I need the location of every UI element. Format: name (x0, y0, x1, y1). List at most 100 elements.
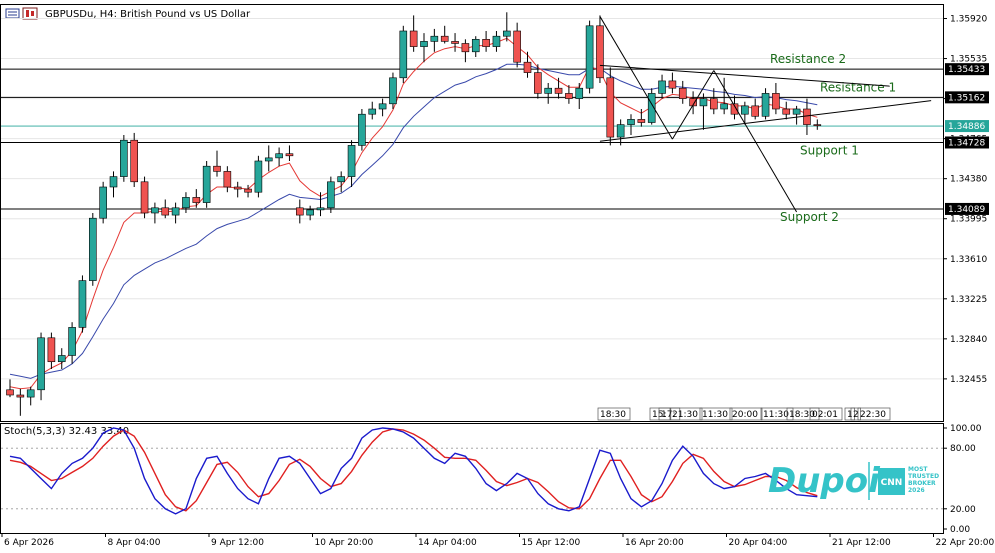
svg-text:21:30: 21:30 (672, 410, 698, 420)
trendline-4[interactable] (713, 70, 798, 213)
candle-63 (658, 74, 666, 99)
candle-53 (554, 77, 563, 99)
scroll-label-5: 20:00 (729, 407, 763, 421)
svg-text:17:: 17: (661, 410, 675, 420)
candle-73 (761, 88, 770, 120)
candle-24 (254, 155, 263, 198)
candle-42 (440, 25, 449, 44)
price-tag-4: 1.34089 (945, 202, 989, 215)
cnn-badge (878, 468, 905, 495)
trendline-0[interactable] (599, 64, 890, 87)
svg-text:02:01: 02:01 (812, 410, 838, 420)
svg-text:18:30: 18:30 (600, 410, 626, 420)
price-tag-0: 1.35433 (945, 63, 989, 76)
candle-64 (668, 72, 677, 94)
time-label-5: 15 Apr 12:00 (522, 538, 581, 548)
svg-text:2: 2 (853, 410, 859, 420)
stoch-signal-line (9, 428, 818, 512)
candle-20 (213, 150, 221, 177)
stoch-main-line (9, 427, 818, 515)
candle-54 (565, 85, 573, 104)
level-label-2: Support 1 (800, 143, 859, 157)
scroll-label-3: 21:30 (669, 407, 703, 421)
candle-51 (534, 64, 542, 99)
svg-text:22:30: 22:30 (860, 410, 886, 420)
candle-8 (89, 213, 97, 286)
candle-5 (57, 348, 66, 369)
candle-6 (68, 322, 76, 364)
candle-72 (751, 98, 760, 120)
time-label-7: 20 Apr 04:00 (729, 538, 788, 548)
candle-68 (709, 88, 718, 115)
svg-text:1.34886: 1.34886 (948, 122, 985, 132)
price-tag-1: 1.35162 (945, 91, 989, 104)
svg-text:1.35433: 1.35433 (948, 65, 985, 75)
candle-23 (244, 184, 252, 198)
candle-29 (306, 205, 314, 221)
candle-59 (616, 119, 625, 146)
candle-25 (264, 145, 273, 172)
price-tick-label-4: 1.34380 (950, 175, 987, 185)
candle-43 (451, 33, 459, 52)
candle-3 (37, 332, 45, 401)
candle-40 (420, 33, 428, 63)
candle-45 (471, 36, 480, 57)
time-scroll-labels: 18:30 15:17:21:30 11:30 20:00 11:30 18:3002:0… (597, 407, 891, 421)
candle-18 (192, 189, 201, 208)
candle-44 (461, 39, 470, 63)
candle-67 (699, 93, 708, 130)
svg-text:11:30: 11:30 (702, 410, 728, 420)
candle-12 (130, 132, 138, 187)
candle-76 (792, 105, 801, 125)
candle-70 (730, 95, 739, 120)
symbol-title: GBPUSDu, H4: British Pound vs US Dollar (45, 9, 251, 20)
candle-36 (378, 98, 387, 117)
candle-13 (140, 176, 149, 219)
svg-text:11:30: 11:30 (763, 410, 789, 420)
candle-21 (223, 166, 232, 193)
svg-text:CNN: CNN (881, 478, 903, 488)
svg-text:18:30: 18:30 (789, 410, 815, 420)
time-label-1: 8 Apr 04:00 (108, 538, 161, 548)
price-tick-label-1: 1.35535 (950, 55, 987, 65)
menu-icon[interactable] (5, 8, 20, 19)
candle-28 (295, 199, 304, 224)
mini-candle-icon (22, 7, 38, 20)
candle-60 (627, 114, 635, 135)
candlesticks (6, 12, 822, 416)
price-tick-label-8: 1.32840 (950, 335, 987, 345)
scroll-label-10: 2 (850, 407, 861, 421)
candle-15 (161, 199, 170, 219)
candle-35 (368, 101, 377, 120)
candle-49 (513, 22, 521, 68)
candle-34 (358, 109, 366, 151)
scroll-label-11: 22:30 (857, 407, 891, 421)
trendline-3[interactable] (671, 70, 715, 140)
candle-39 (409, 15, 418, 52)
candle-0 (6, 379, 14, 398)
trendline-2[interactable] (599, 16, 673, 140)
stoch-tick-label-0: 100.00 (950, 424, 982, 434)
scroll-label-8: 02:01 (809, 407, 843, 421)
candle-1 (16, 388, 25, 416)
trendline-1[interactable] (599, 100, 932, 142)
candle-4 (47, 332, 56, 369)
level-label-0: Resistance 2 (770, 52, 846, 66)
price-tags: 1.35433 1.35162 1.34886 1.34728 1.34089 (945, 63, 989, 215)
candle-47 (492, 31, 501, 52)
scroll-label-0: 18:30 (597, 407, 631, 421)
candle-41 (430, 28, 439, 52)
price-tick-label-6: 1.33610 (950, 255, 987, 265)
svg-text:20:00: 20:00 (732, 410, 758, 420)
candle-2 (26, 386, 35, 406)
candle-57 (596, 15, 604, 83)
candle-11 (120, 135, 128, 182)
candle-46 (482, 31, 490, 52)
price-tag-2: 1.34886 (945, 120, 989, 133)
time-label-3: 10 Apr 20:00 (315, 538, 374, 548)
stoch-tick-label-3: 0.00 (950, 525, 970, 535)
stoch-gridlines (1, 447, 943, 510)
candle-38 (399, 25, 408, 83)
candle-19 (202, 161, 211, 208)
